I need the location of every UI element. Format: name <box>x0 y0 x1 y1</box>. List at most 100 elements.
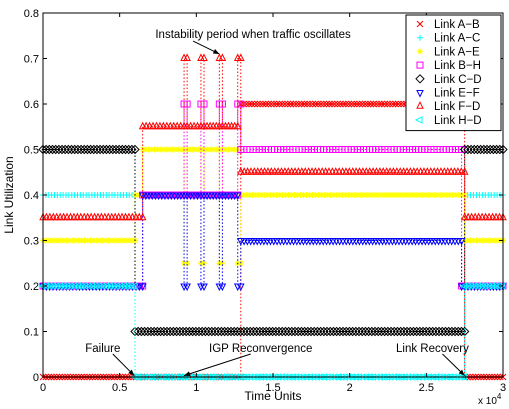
legend-label: Link B−H <box>434 60 481 72</box>
data-point <box>207 326 217 337</box>
data-point <box>183 100 191 108</box>
legend-label: Link A−C <box>434 33 480 45</box>
data-point <box>92 144 102 155</box>
annotation-1: Instability period when traffic oscillat… <box>155 29 351 55</box>
data-point <box>339 100 347 108</box>
data-point <box>376 326 387 337</box>
data-point <box>296 326 307 337</box>
data-point <box>458 146 466 153</box>
data-point <box>363 326 374 337</box>
data-point <box>497 282 506 290</box>
data-point <box>293 326 303 337</box>
data-point <box>320 100 328 108</box>
data-point <box>418 326 428 337</box>
annotation-arrow-head <box>128 369 135 376</box>
annotation-arrow-head <box>184 371 191 377</box>
data-point <box>183 283 191 292</box>
data-point <box>299 326 310 337</box>
data-point <box>491 144 502 155</box>
annotation-text: Link Recovery <box>396 343 469 355</box>
data-point <box>82 144 93 155</box>
x-tick-label: 0 <box>40 382 46 394</box>
annotation-arrow-head <box>458 369 465 376</box>
legend-marker <box>415 74 425 84</box>
data-point <box>146 326 156 337</box>
data-point <box>223 326 233 337</box>
data-point <box>375 100 383 108</box>
y-tick-label: 0.7 <box>24 54 39 66</box>
data-point <box>317 100 325 108</box>
data-point <box>314 100 322 108</box>
data-point <box>191 326 201 337</box>
data-point <box>383 326 393 337</box>
data-point <box>367 326 377 337</box>
data-point <box>108 144 118 155</box>
data-point <box>178 326 188 337</box>
data-point <box>197 260 204 267</box>
data-point <box>353 100 361 108</box>
data-point <box>295 100 303 108</box>
data-point <box>159 326 169 337</box>
data-point <box>338 326 348 337</box>
data-point <box>459 144 470 155</box>
data-point <box>303 326 313 337</box>
annotation-text: IGP Reconvergence <box>209 343 312 355</box>
data-point <box>301 100 308 108</box>
data-point <box>111 144 121 155</box>
legend-marker <box>416 61 424 69</box>
data-point <box>129 282 138 290</box>
data-point <box>101 144 112 155</box>
data-point <box>364 100 372 108</box>
data-point <box>328 326 339 337</box>
data-point <box>256 100 264 108</box>
data-point <box>424 326 435 337</box>
data-point <box>336 100 344 108</box>
data-point <box>79 144 89 155</box>
data-point <box>258 326 268 337</box>
data-point <box>85 144 96 155</box>
data-point <box>460 167 469 175</box>
data-point <box>381 100 388 108</box>
data-point <box>331 100 339 108</box>
data-point <box>242 326 252 337</box>
data-point <box>394 100 402 108</box>
annotation-4: Link Recovery <box>396 343 469 376</box>
data-point <box>165 326 175 337</box>
data-point <box>104 144 115 155</box>
data-point <box>389 326 399 337</box>
data-point <box>271 326 281 337</box>
data-point <box>482 144 492 155</box>
data-point <box>315 326 326 337</box>
data-point <box>453 326 463 337</box>
data-point <box>133 326 143 337</box>
data-point <box>255 326 265 337</box>
data-point <box>222 146 229 153</box>
annotation-2: Failure <box>85 343 135 376</box>
data-point <box>373 326 383 337</box>
series-5 <box>38 144 508 337</box>
y-tick-label: 0.1 <box>24 327 39 339</box>
annotation-arrow-line <box>183 353 251 377</box>
data-point <box>386 326 396 337</box>
data-point <box>344 326 355 337</box>
data-point <box>461 192 468 198</box>
legend-label: Link H−D <box>434 115 482 127</box>
data-point <box>98 144 108 155</box>
data-point <box>411 326 422 337</box>
data-point <box>265 100 272 108</box>
data-point <box>475 144 486 155</box>
annotation-3: IGP Reconvergence <box>183 343 312 377</box>
data-point <box>335 326 345 337</box>
data-point <box>347 100 355 108</box>
annotation-layer: Instability period when traffic oscillat… <box>85 29 469 377</box>
x-tick-label: 1.5 <box>265 382 280 394</box>
data-point <box>395 326 406 337</box>
data-point <box>378 100 386 108</box>
data-point <box>262 100 270 108</box>
data-point <box>273 100 281 108</box>
y-tick-label: 0 <box>33 372 39 384</box>
annotation-text: Instability period when traffic oscillat… <box>155 29 351 41</box>
data-point <box>287 100 294 108</box>
